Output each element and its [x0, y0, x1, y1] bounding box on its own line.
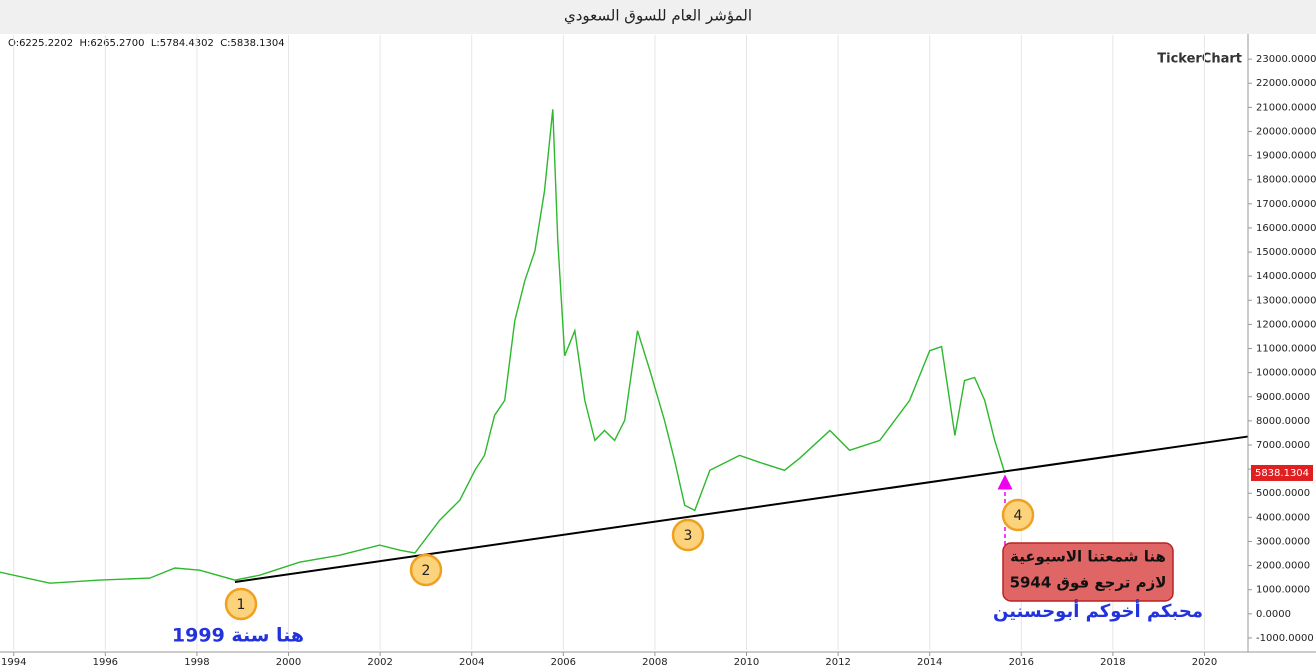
ohlc-info: O:6225.2202 H:6265.2700 L:5784.4302 C:58… [8, 38, 285, 49]
marker-label: 2 [422, 563, 431, 579]
chart-title: المؤشر العام للسوق السعودي [564, 7, 752, 26]
x-tick-label: 1996 [93, 657, 118, 668]
y-tick-label: 18000.0000 [1256, 175, 1316, 186]
y-tick-label: 0.0000 [1256, 609, 1291, 620]
y-tick-label: 19000.0000 [1256, 151, 1316, 162]
x-tick-label: 2016 [1009, 657, 1034, 668]
x-tick-label: 2020 [1192, 657, 1217, 668]
x-tick-label: 2010 [734, 657, 759, 668]
x-tick-label: 1998 [184, 657, 209, 668]
y-tick-label: 12000.0000 [1256, 319, 1316, 330]
x-tick-label: 2008 [642, 657, 667, 668]
x-tick-label: 2000 [276, 657, 301, 668]
x-tick-label: 2014 [917, 657, 942, 668]
y-tick-label: 23000.0000 [1256, 54, 1316, 65]
y-tick-label: 20000.0000 [1256, 126, 1316, 137]
y-tick-label: 15000.0000 [1256, 247, 1316, 258]
y-tick-label: 17000.0000 [1256, 199, 1316, 210]
year-note: هنا سنة 1999 [172, 625, 304, 647]
title-bar [0, 0, 1316, 34]
marker-label: 4 [1014, 508, 1023, 524]
y-tick-label: 16000.0000 [1256, 223, 1316, 234]
last-price-label: 5838.1304 [1255, 468, 1309, 479]
y-tick-label: 14000.0000 [1256, 271, 1316, 282]
y-tick-label: 3000.0000 [1256, 536, 1310, 547]
y-tick-label: 7000.0000 [1256, 440, 1310, 451]
x-tick-label: 2004 [459, 657, 484, 668]
y-tick-label: 5000.0000 [1256, 488, 1310, 499]
watermark: TickerChart [1157, 52, 1242, 67]
marker-circle [1001, 498, 1035, 532]
y-tick-label: 11000.0000 [1256, 344, 1316, 355]
trend-line [234, 435, 1248, 583]
note-line: لازم ترجع فوق 5944 [1010, 574, 1167, 592]
y-tick-label: 10000.0000 [1256, 368, 1316, 379]
y-tick-label: 2000.0000 [1256, 561, 1310, 572]
y-tick-label: 8000.0000 [1256, 416, 1310, 427]
y-tick-label: 21000.0000 [1256, 102, 1316, 113]
x-tick-label: 2002 [367, 657, 392, 668]
marker-circle [224, 587, 258, 621]
x-tick-label: 2018 [1100, 657, 1125, 668]
marker-label: 3 [684, 528, 693, 544]
marker-circle [409, 553, 443, 587]
y-tick-label: -1000.0000 [1256, 633, 1314, 644]
x-tick-label: 2006 [551, 657, 576, 668]
last-price-box [1251, 464, 1313, 481]
x-tick-label: 1994 [1, 657, 26, 668]
note-box [1002, 542, 1174, 602]
price-line [0, 109, 1006, 584]
note-line: هنا شمعتنا الاسبوعية [1010, 548, 1166, 566]
y-tick-label: 9000.0000 [1256, 392, 1310, 403]
y-tick-label: 22000.0000 [1256, 78, 1316, 89]
marker-circle [671, 518, 705, 552]
x-tick-label: 2012 [825, 657, 850, 668]
y-tick-label: 1000.0000 [1256, 585, 1310, 596]
marker-label: 1 [237, 597, 246, 613]
signature: محبكم أخوكم أبوحسنين [993, 599, 1203, 622]
y-tick-label: 4000.0000 [1256, 512, 1310, 523]
y-tick-label: 13000.0000 [1256, 295, 1316, 306]
